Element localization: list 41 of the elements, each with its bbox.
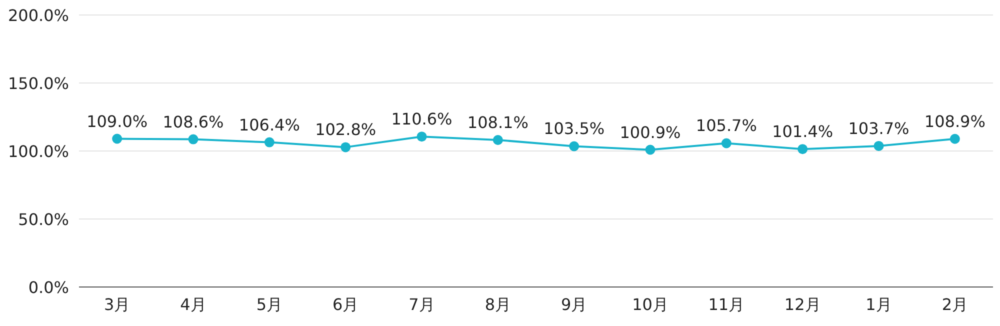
y-tick-label: 200.0%: [8, 6, 69, 25]
point: [950, 134, 960, 144]
data-label: 108.1%: [467, 112, 528, 132]
point: [721, 138, 732, 148]
x-tick-label: 6月: [332, 295, 359, 314]
point: [569, 141, 580, 152]
point: [798, 144, 808, 154]
x-tick-label: 11月: [708, 295, 745, 314]
x-tick-label: 9月: [560, 295, 588, 314]
data-label: 100.9%: [620, 122, 681, 142]
data-label: 101.4%: [772, 122, 834, 142]
x-tick-label: 12月: [784, 295, 821, 314]
data-label: 106.4%: [238, 115, 300, 134]
data-label: 103.5%: [544, 119, 605, 138]
data-label: 108.9%: [924, 112, 986, 131]
point: [416, 132, 427, 142]
data-label: 103.7%: [848, 118, 910, 138]
x-tick-label: 7月: [408, 295, 435, 314]
y-tick-label: 150.0%: [8, 74, 69, 93]
x-tick-label: 3月: [104, 295, 130, 314]
point: [188, 134, 198, 144]
data-label: 110.6%: [391, 110, 452, 129]
x-tick-label: 4月: [180, 295, 206, 314]
point: [264, 137, 274, 148]
data-label: 108.6%: [162, 112, 224, 132]
y-tick-label: 100.0%: [8, 142, 69, 161]
x-tick-label: 10月: [632, 295, 668, 314]
point: [112, 134, 122, 144]
point: [645, 144, 656, 155]
x-tick-label: 5月: [256, 295, 283, 314]
data-label: 102.8%: [315, 120, 376, 140]
point: [340, 142, 351, 152]
y-tick-label: 0.0%: [28, 278, 69, 297]
x-tick-label: 8月: [484, 295, 512, 314]
data-label: 109.0%: [86, 112, 148, 131]
point: [874, 140, 884, 151]
x-tick-label: 1月: [866, 295, 892, 314]
y-tick-label: 50.0%: [18, 210, 69, 229]
data-label: 105.7%: [696, 116, 757, 136]
x-tick-label: 2月: [942, 295, 968, 314]
point: [492, 134, 503, 145]
